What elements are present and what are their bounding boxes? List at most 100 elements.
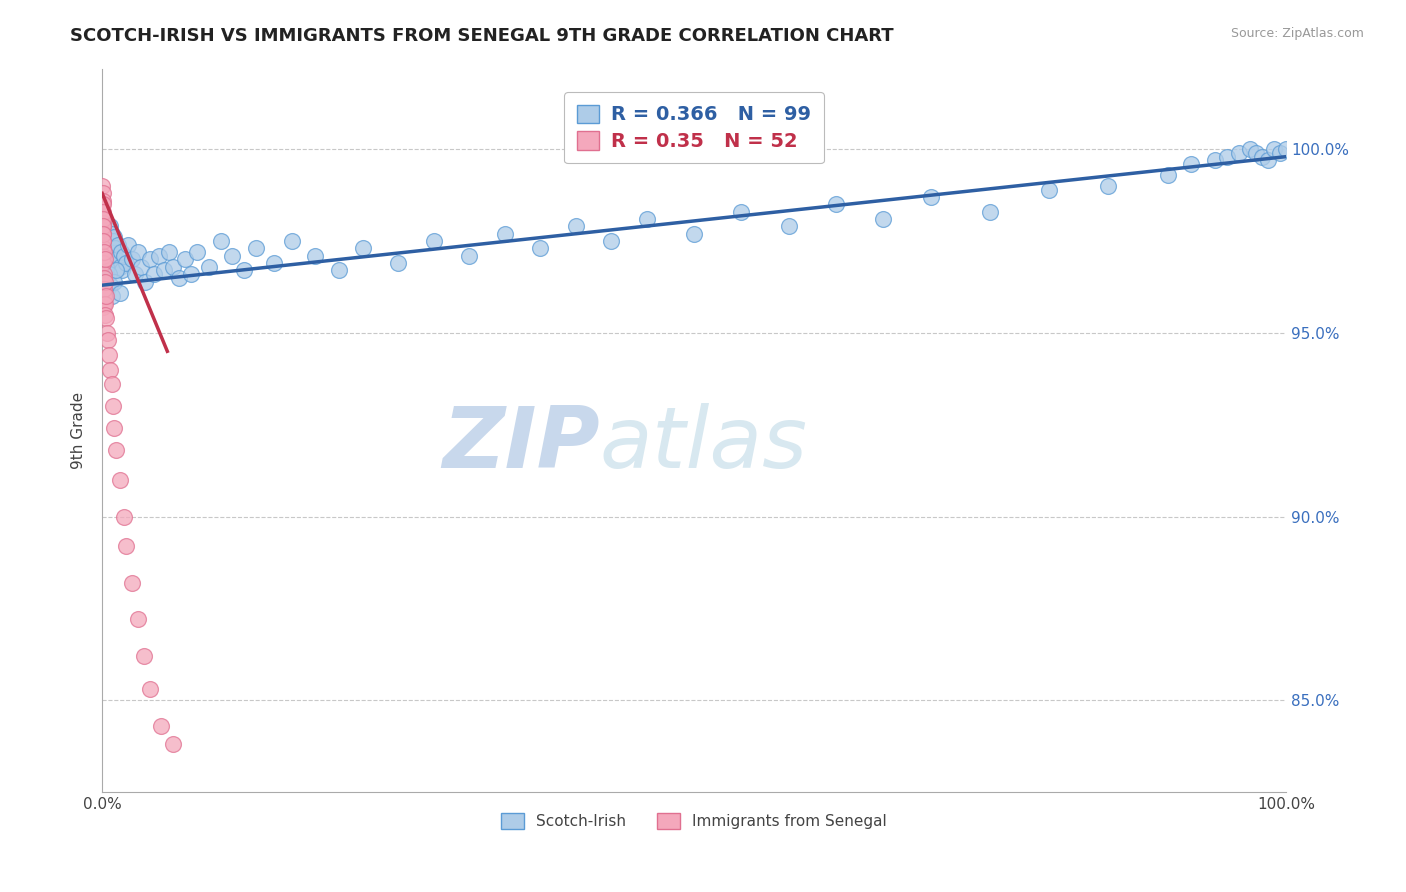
Point xyxy=(111,263,134,277)
Text: ZIP: ZIP xyxy=(441,403,599,486)
Point xyxy=(91,242,114,256)
Point xyxy=(93,223,115,237)
Point xyxy=(730,204,752,219)
Point xyxy=(1275,142,1298,156)
Point xyxy=(1180,157,1202,171)
Point xyxy=(100,245,122,260)
Point xyxy=(104,242,127,256)
Point xyxy=(91,249,114,263)
Point xyxy=(778,219,800,234)
Point xyxy=(96,242,118,256)
Point xyxy=(636,212,658,227)
Point xyxy=(97,256,120,270)
Point xyxy=(91,227,114,241)
Point xyxy=(157,245,180,260)
Point xyxy=(98,249,121,263)
Point xyxy=(93,300,115,314)
Point xyxy=(97,333,120,347)
Point xyxy=(91,179,114,194)
Point xyxy=(387,256,409,270)
Point xyxy=(115,539,138,553)
Point xyxy=(105,252,128,267)
Point xyxy=(263,256,285,270)
Point xyxy=(174,252,197,267)
Point xyxy=(93,252,115,267)
Point xyxy=(180,267,202,281)
Point xyxy=(105,263,128,277)
Point xyxy=(91,204,114,219)
Point xyxy=(872,212,894,227)
Point xyxy=(93,296,115,310)
Point xyxy=(162,260,184,274)
Point xyxy=(683,227,706,241)
Point xyxy=(101,400,124,414)
Point xyxy=(93,270,115,285)
Point xyxy=(148,249,170,263)
Y-axis label: 9th Grade: 9th Grade xyxy=(72,392,86,469)
Point xyxy=(121,575,143,590)
Point xyxy=(96,260,118,274)
Point xyxy=(91,256,114,270)
Point xyxy=(91,234,114,248)
Point xyxy=(1268,146,1291,161)
Point xyxy=(96,282,118,296)
Point xyxy=(529,242,551,256)
Point xyxy=(1204,153,1226,168)
Point xyxy=(825,197,848,211)
Point xyxy=(127,245,149,260)
Point xyxy=(129,260,152,274)
Point xyxy=(143,267,166,281)
Point xyxy=(93,275,115,289)
Point xyxy=(93,234,115,248)
Point xyxy=(1216,150,1239,164)
Point xyxy=(93,275,115,289)
Point xyxy=(112,249,135,263)
Point xyxy=(233,263,256,277)
Point xyxy=(138,682,160,697)
Point xyxy=(245,242,267,256)
Point xyxy=(103,249,125,263)
Point xyxy=(124,267,146,281)
Point xyxy=(91,219,114,234)
Point xyxy=(920,190,942,204)
Point xyxy=(94,267,117,281)
Point xyxy=(98,230,121,244)
Point xyxy=(221,249,243,263)
Text: atlas: atlas xyxy=(599,403,807,486)
Point xyxy=(1156,168,1178,182)
Point xyxy=(100,278,122,293)
Point xyxy=(100,362,122,376)
Point xyxy=(150,719,173,733)
Point xyxy=(93,230,115,244)
Point xyxy=(94,234,117,248)
Point xyxy=(93,278,115,293)
Point xyxy=(93,237,115,252)
Point xyxy=(101,234,124,248)
Point xyxy=(100,289,122,303)
Point xyxy=(103,421,125,435)
Point xyxy=(100,237,122,252)
Point xyxy=(1257,153,1279,168)
Point xyxy=(91,201,114,215)
Point xyxy=(93,282,115,296)
Point xyxy=(91,194,114,208)
Point xyxy=(328,263,350,277)
Point xyxy=(1246,146,1268,161)
Point xyxy=(93,270,115,285)
Point xyxy=(93,256,115,270)
Point xyxy=(280,234,302,248)
Point xyxy=(96,326,118,340)
Point xyxy=(101,252,124,267)
Text: Source: ZipAtlas.com: Source: ZipAtlas.com xyxy=(1230,27,1364,40)
Point xyxy=(94,249,117,263)
Point xyxy=(186,245,208,260)
Point xyxy=(91,219,114,234)
Point xyxy=(197,260,219,274)
Text: SCOTCH-IRISH VS IMMIGRANTS FROM SENEGAL 9TH GRADE CORRELATION CHART: SCOTCH-IRISH VS IMMIGRANTS FROM SENEGAL … xyxy=(70,27,894,45)
Point xyxy=(494,227,516,241)
Point xyxy=(105,443,128,458)
Point xyxy=(110,245,132,260)
Point xyxy=(352,242,374,256)
Point xyxy=(93,252,115,267)
Point xyxy=(458,249,481,263)
